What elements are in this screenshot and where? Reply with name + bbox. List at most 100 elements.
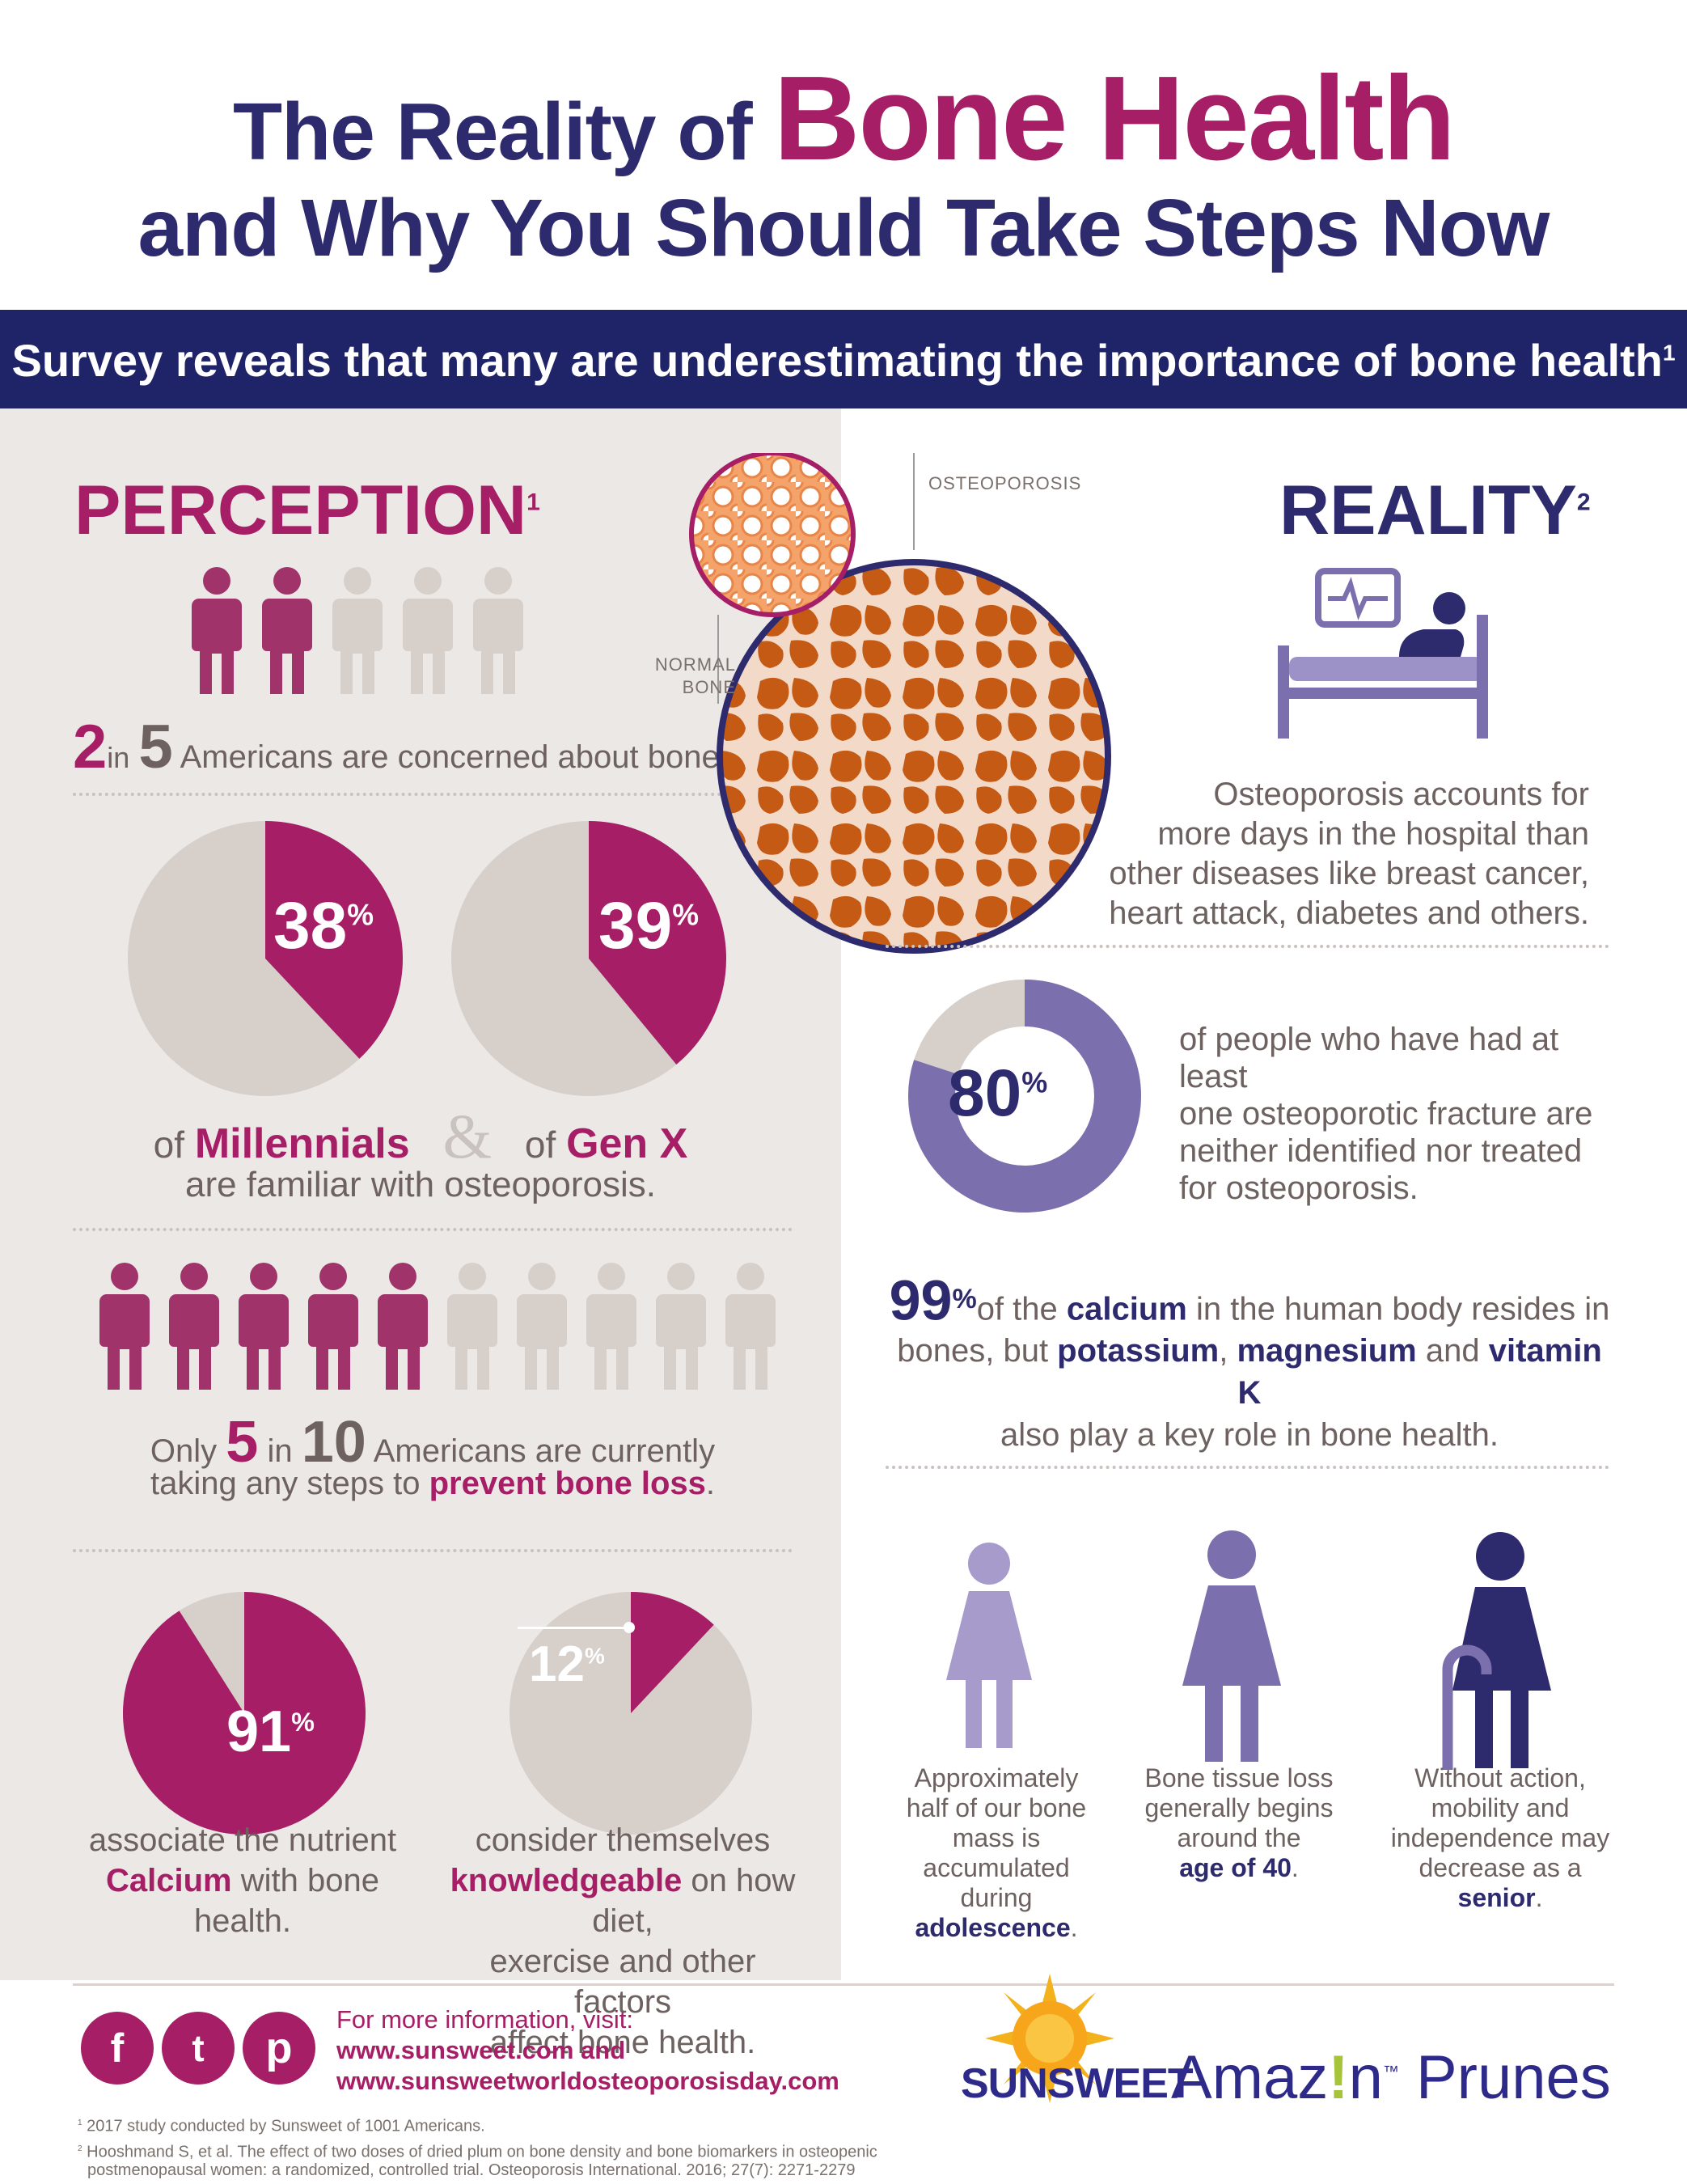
pointer-dot bbox=[624, 1622, 635, 1633]
pie-suffix: % bbox=[347, 898, 374, 932]
people-icons-row-2 bbox=[99, 1263, 776, 1390]
osteoporosis-label: OSTEOPOROSIS bbox=[928, 473, 1082, 493]
calcium-body-line1: 99%of the calcium in the human body resi… bbox=[886, 1272, 1613, 1330]
ls-line: independence may bbox=[1390, 1823, 1610, 1852]
people-icons-row-1 bbox=[192, 567, 523, 694]
cb-t5: and bbox=[1416, 1333, 1489, 1369]
pie-value: 91 bbox=[226, 1699, 292, 1764]
banner: Survey reveals that many are underestima… bbox=[0, 310, 1687, 408]
cb-potassium: potassium bbox=[1057, 1333, 1220, 1369]
calcium-text: associate the nutrient Calcium with bone… bbox=[73, 1820, 412, 1941]
donut-suffix: % bbox=[1021, 1065, 1048, 1099]
link-osteoporosis-day[interactable]: www.sunsweetworldosteoporosisday.com bbox=[336, 2067, 839, 2095]
adolescent-woman-icon bbox=[946, 1543, 1032, 1748]
cb-magnesium: magnesium bbox=[1237, 1333, 1417, 1369]
ls-emph: adolescence bbox=[915, 1913, 1071, 1942]
pie-suffix: % bbox=[291, 1708, 315, 1737]
amazin-a: Amaz bbox=[1171, 2043, 1329, 2112]
person-icon bbox=[656, 1263, 706, 1390]
pinterest-icon[interactable]: p bbox=[243, 2012, 315, 2085]
stat-num-a: 5 bbox=[226, 1410, 259, 1475]
ls-line: Without action, bbox=[1414, 1763, 1586, 1792]
calcium-line1: associate the nutrient bbox=[88, 1822, 397, 1858]
fracture-line: one osteoporotic fracture are bbox=[1179, 1096, 1593, 1132]
group-genx: Gen X bbox=[566, 1120, 688, 1167]
ls-end: . bbox=[1291, 1853, 1299, 1882]
person-icon bbox=[378, 1263, 428, 1390]
pie-millennials bbox=[128, 821, 403, 1096]
stat-prefix: Only bbox=[150, 1433, 226, 1469]
cb-t4: , bbox=[1219, 1333, 1237, 1369]
life-stage-age40: Bone tissue loss generally begins around… bbox=[1126, 1763, 1352, 1883]
knowledge-line3: exercise and other factors bbox=[489, 1944, 756, 2020]
calcium-body-line2: bones, but potassium, magnesium and vita… bbox=[886, 1330, 1613, 1414]
pie-calcium-label: 91% bbox=[226, 1699, 315, 1765]
knowledge-text: consider themselves knowledgeable on how… bbox=[437, 1820, 809, 2063]
calcium-line2: Calcium with bone health. bbox=[73, 1860, 412, 1941]
stat-in: in bbox=[107, 741, 130, 774]
title-emphasis: Bone Health bbox=[773, 52, 1456, 185]
amazin-n: n bbox=[1348, 2043, 1383, 2112]
divider bbox=[73, 1549, 793, 1552]
calcium-body-text: 99%of the calcium in the human body resi… bbox=[886, 1272, 1613, 1456]
person-icon bbox=[262, 567, 312, 694]
person-icon bbox=[725, 1263, 776, 1390]
banner-label: Survey reveals that many are underestima… bbox=[11, 335, 1663, 386]
pie-millennials-label: 38% bbox=[273, 888, 374, 964]
hospital-line: heart attack, diabetes and others. bbox=[1109, 895, 1589, 931]
familiar-line2: are familiar with osteoporosis. bbox=[184, 1165, 656, 1204]
twitter-icon[interactable]: t bbox=[162, 2012, 235, 2085]
stat-end: . bbox=[705, 1466, 716, 1501]
cb-t2: in the human body resides in bbox=[1186, 1291, 1610, 1327]
sunsweet-sun-logo bbox=[985, 1974, 1114, 2103]
stat-emph: prevent bone loss bbox=[429, 1466, 706, 1501]
pie-knowledge bbox=[509, 1592, 752, 1835]
donut-label: 80% bbox=[948, 1056, 1047, 1132]
pie-slice bbox=[123, 1592, 366, 1835]
fn-num: 2 bbox=[78, 2144, 82, 2153]
ls-emph: senior bbox=[1457, 1883, 1536, 1912]
page-title-line1: The Reality of Bone Health bbox=[0, 50, 1687, 188]
facebook-icon[interactable]: f bbox=[81, 2012, 154, 2085]
cb-vitamin-k: vitamin K bbox=[1237, 1333, 1602, 1412]
footer-info-label: For more information, visit: bbox=[336, 2005, 633, 2034]
ls-line: mass is bbox=[952, 1823, 1041, 1852]
normal-label-1: NORMAL bbox=[654, 654, 736, 675]
normal-bone-image bbox=[689, 453, 856, 617]
normal-label-2: BONE bbox=[682, 677, 736, 697]
footnote-2-line2: postmenopausal women: a randomized, cont… bbox=[87, 2161, 856, 2179]
pie-suffix: % bbox=[672, 898, 700, 932]
stat-5-in-10: Only 5 in 10 Americans are currently bbox=[73, 1409, 793, 1475]
group-millennials: Millennials bbox=[194, 1120, 410, 1167]
person-icon bbox=[403, 567, 453, 694]
calcium-body-num: 99 bbox=[889, 1268, 953, 1332]
link-sunsweet[interactable]: www.sunsweet.com bbox=[336, 2036, 574, 2064]
pie-suffix: % bbox=[584, 1643, 605, 1669]
knowledge-line4: affect bone health. bbox=[489, 2025, 756, 2060]
knowledge-line1: consider themselves bbox=[475, 1822, 771, 1858]
amazin-prunes-logo: Amaz!n™ Prunes bbox=[1171, 2042, 1611, 2113]
stat-num-b: 5 bbox=[138, 713, 173, 781]
stat-num-b: 10 bbox=[301, 1410, 366, 1475]
ampersand: & bbox=[442, 1101, 493, 1171]
cb-t1: of the bbox=[976, 1291, 1067, 1327]
hospital-line: Osteoporosis accounts for bbox=[1213, 777, 1589, 812]
sunsweet-logo-text: SUNSWEET bbox=[961, 2060, 1194, 2107]
pie-genx bbox=[451, 821, 726, 1096]
fracture-text: of people who have had at least one oste… bbox=[1179, 1021, 1632, 1207]
person-icon bbox=[517, 1263, 567, 1390]
perception-heading-text: PERCEPTION bbox=[74, 472, 527, 549]
ls-line: generally begins bbox=[1144, 1793, 1334, 1822]
pie-value: 38 bbox=[273, 889, 348, 963]
pie-value: 39 bbox=[598, 889, 673, 963]
senior-woman-icon bbox=[1442, 1532, 1551, 1770]
osteoporosis-bone-image bbox=[717, 559, 1111, 954]
footnote-2: 2 Hooshmand S, et al. The effect of two … bbox=[78, 2139, 877, 2163]
title-prefix: The Reality of bbox=[233, 87, 774, 177]
perception-note: 1 bbox=[526, 489, 540, 516]
amazin-prunes: Prunes bbox=[1398, 2043, 1611, 2112]
donut-fracture bbox=[908, 980, 1141, 1213]
ls-end: . bbox=[1535, 1883, 1543, 1912]
divider bbox=[73, 1228, 793, 1231]
donut-arc bbox=[908, 980, 1141, 1213]
